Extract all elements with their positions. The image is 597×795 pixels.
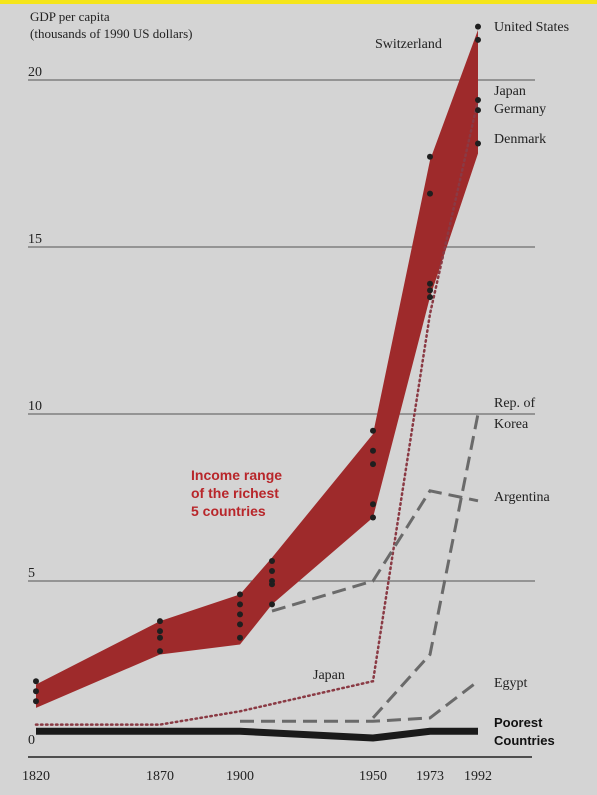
band-annotation-line-3: 5 countries bbox=[191, 503, 266, 519]
x-tick-label-1870: 1870 bbox=[146, 769, 174, 784]
label-poorest-line-2: Countries bbox=[494, 733, 555, 748]
label-korea-line-1: Rep. of bbox=[494, 396, 536, 411]
data-point-1913-1 bbox=[269, 568, 275, 574]
y-tick-label-20: 20 bbox=[28, 65, 42, 80]
series-line-rep-of-korea bbox=[371, 413, 480, 719]
data-point-1950-1 bbox=[370, 447, 376, 454]
data-point-1992-1 bbox=[475, 36, 481, 43]
label-japan-low: Japan bbox=[313, 668, 345, 683]
x-tick-label-1950: 1950 bbox=[359, 769, 387, 784]
data-point-1870-2 bbox=[157, 634, 163, 641]
series-line-egypt bbox=[240, 680, 479, 723]
data-point-1973-4 bbox=[427, 294, 433, 301]
label-egypt: Egypt bbox=[494, 676, 528, 691]
y-axis-label-line-2: (thousands of 1990 US dollars) bbox=[30, 26, 193, 41]
data-point-1870-3 bbox=[157, 648, 163, 655]
label-denmark: Denmark bbox=[494, 132, 546, 147]
data-point-1973-2 bbox=[427, 280, 433, 287]
data-point-1900-3 bbox=[237, 621, 243, 628]
series-line-argentina bbox=[271, 489, 479, 613]
y-tick-label-5: 5 bbox=[28, 566, 35, 581]
top-accent-strip bbox=[0, 0, 597, 4]
data-point-1900-2 bbox=[237, 611, 243, 618]
data-point-1973-3 bbox=[427, 287, 433, 294]
data-point-1992-4 bbox=[475, 140, 481, 147]
data-point-1820-2 bbox=[33, 698, 39, 705]
data-point-1950-4 bbox=[370, 514, 376, 521]
y-tick-label-10: 10 bbox=[28, 399, 42, 414]
series-line-japan bbox=[34, 98, 480, 726]
data-point-1973-0 bbox=[427, 153, 433, 160]
data-point-1973-1 bbox=[427, 190, 433, 197]
x-tick-label-1992: 1992 bbox=[464, 769, 492, 784]
label-argentina: Argentina bbox=[494, 490, 551, 505]
x-tick-label-1900: 1900 bbox=[226, 769, 254, 784]
data-point-1900-1 bbox=[237, 601, 243, 608]
band-annotation-line-2: of the richest bbox=[191, 485, 279, 501]
label-japan-top: Japan bbox=[494, 84, 526, 99]
data-point-1950-0 bbox=[370, 427, 376, 434]
income-range-band bbox=[36, 29, 478, 708]
band-annotation-line-1: Income range bbox=[191, 467, 283, 483]
series-line-poorest-countries bbox=[36, 727, 478, 742]
data-point-1870-1 bbox=[157, 628, 163, 635]
x-tick-label-1973: 1973 bbox=[416, 769, 444, 784]
data-point-1950-2 bbox=[370, 461, 376, 468]
data-point-1992-3 bbox=[475, 107, 481, 114]
data-point-1992-2 bbox=[475, 97, 481, 103]
data-point-1820-0 bbox=[33, 678, 39, 685]
x-tick-label-1820: 1820 bbox=[22, 769, 50, 784]
y-tick-label-15: 15 bbox=[28, 232, 42, 247]
label-poorest-line-1: Poorest bbox=[494, 715, 543, 730]
data-point-1870-0 bbox=[157, 618, 163, 625]
y-tick-label-0: 0 bbox=[28, 733, 35, 748]
y-axis-label-line-1: GDP per capita bbox=[30, 9, 110, 24]
label-switzerland: Switzerland bbox=[375, 37, 442, 52]
data-point-1913-3 bbox=[269, 581, 275, 588]
label-united-states: United States bbox=[494, 20, 569, 35]
data-point-1820-1 bbox=[33, 688, 39, 695]
data-point-1913-0 bbox=[269, 558, 275, 564]
band-annotation: Income range of the richest 5 countries bbox=[191, 466, 282, 520]
data-point-1950-3 bbox=[370, 501, 376, 508]
y-axis-label: GDP per capita (thousands of 1990 US dol… bbox=[30, 8, 193, 42]
label-korea-line-2: Korea bbox=[494, 417, 529, 432]
label-germany: Germany bbox=[494, 102, 546, 117]
data-point-1913-4 bbox=[269, 601, 275, 608]
data-point-1900-4 bbox=[237, 634, 243, 641]
data-point-1992-0 bbox=[475, 23, 481, 30]
data-point-1900-0 bbox=[237, 591, 243, 598]
